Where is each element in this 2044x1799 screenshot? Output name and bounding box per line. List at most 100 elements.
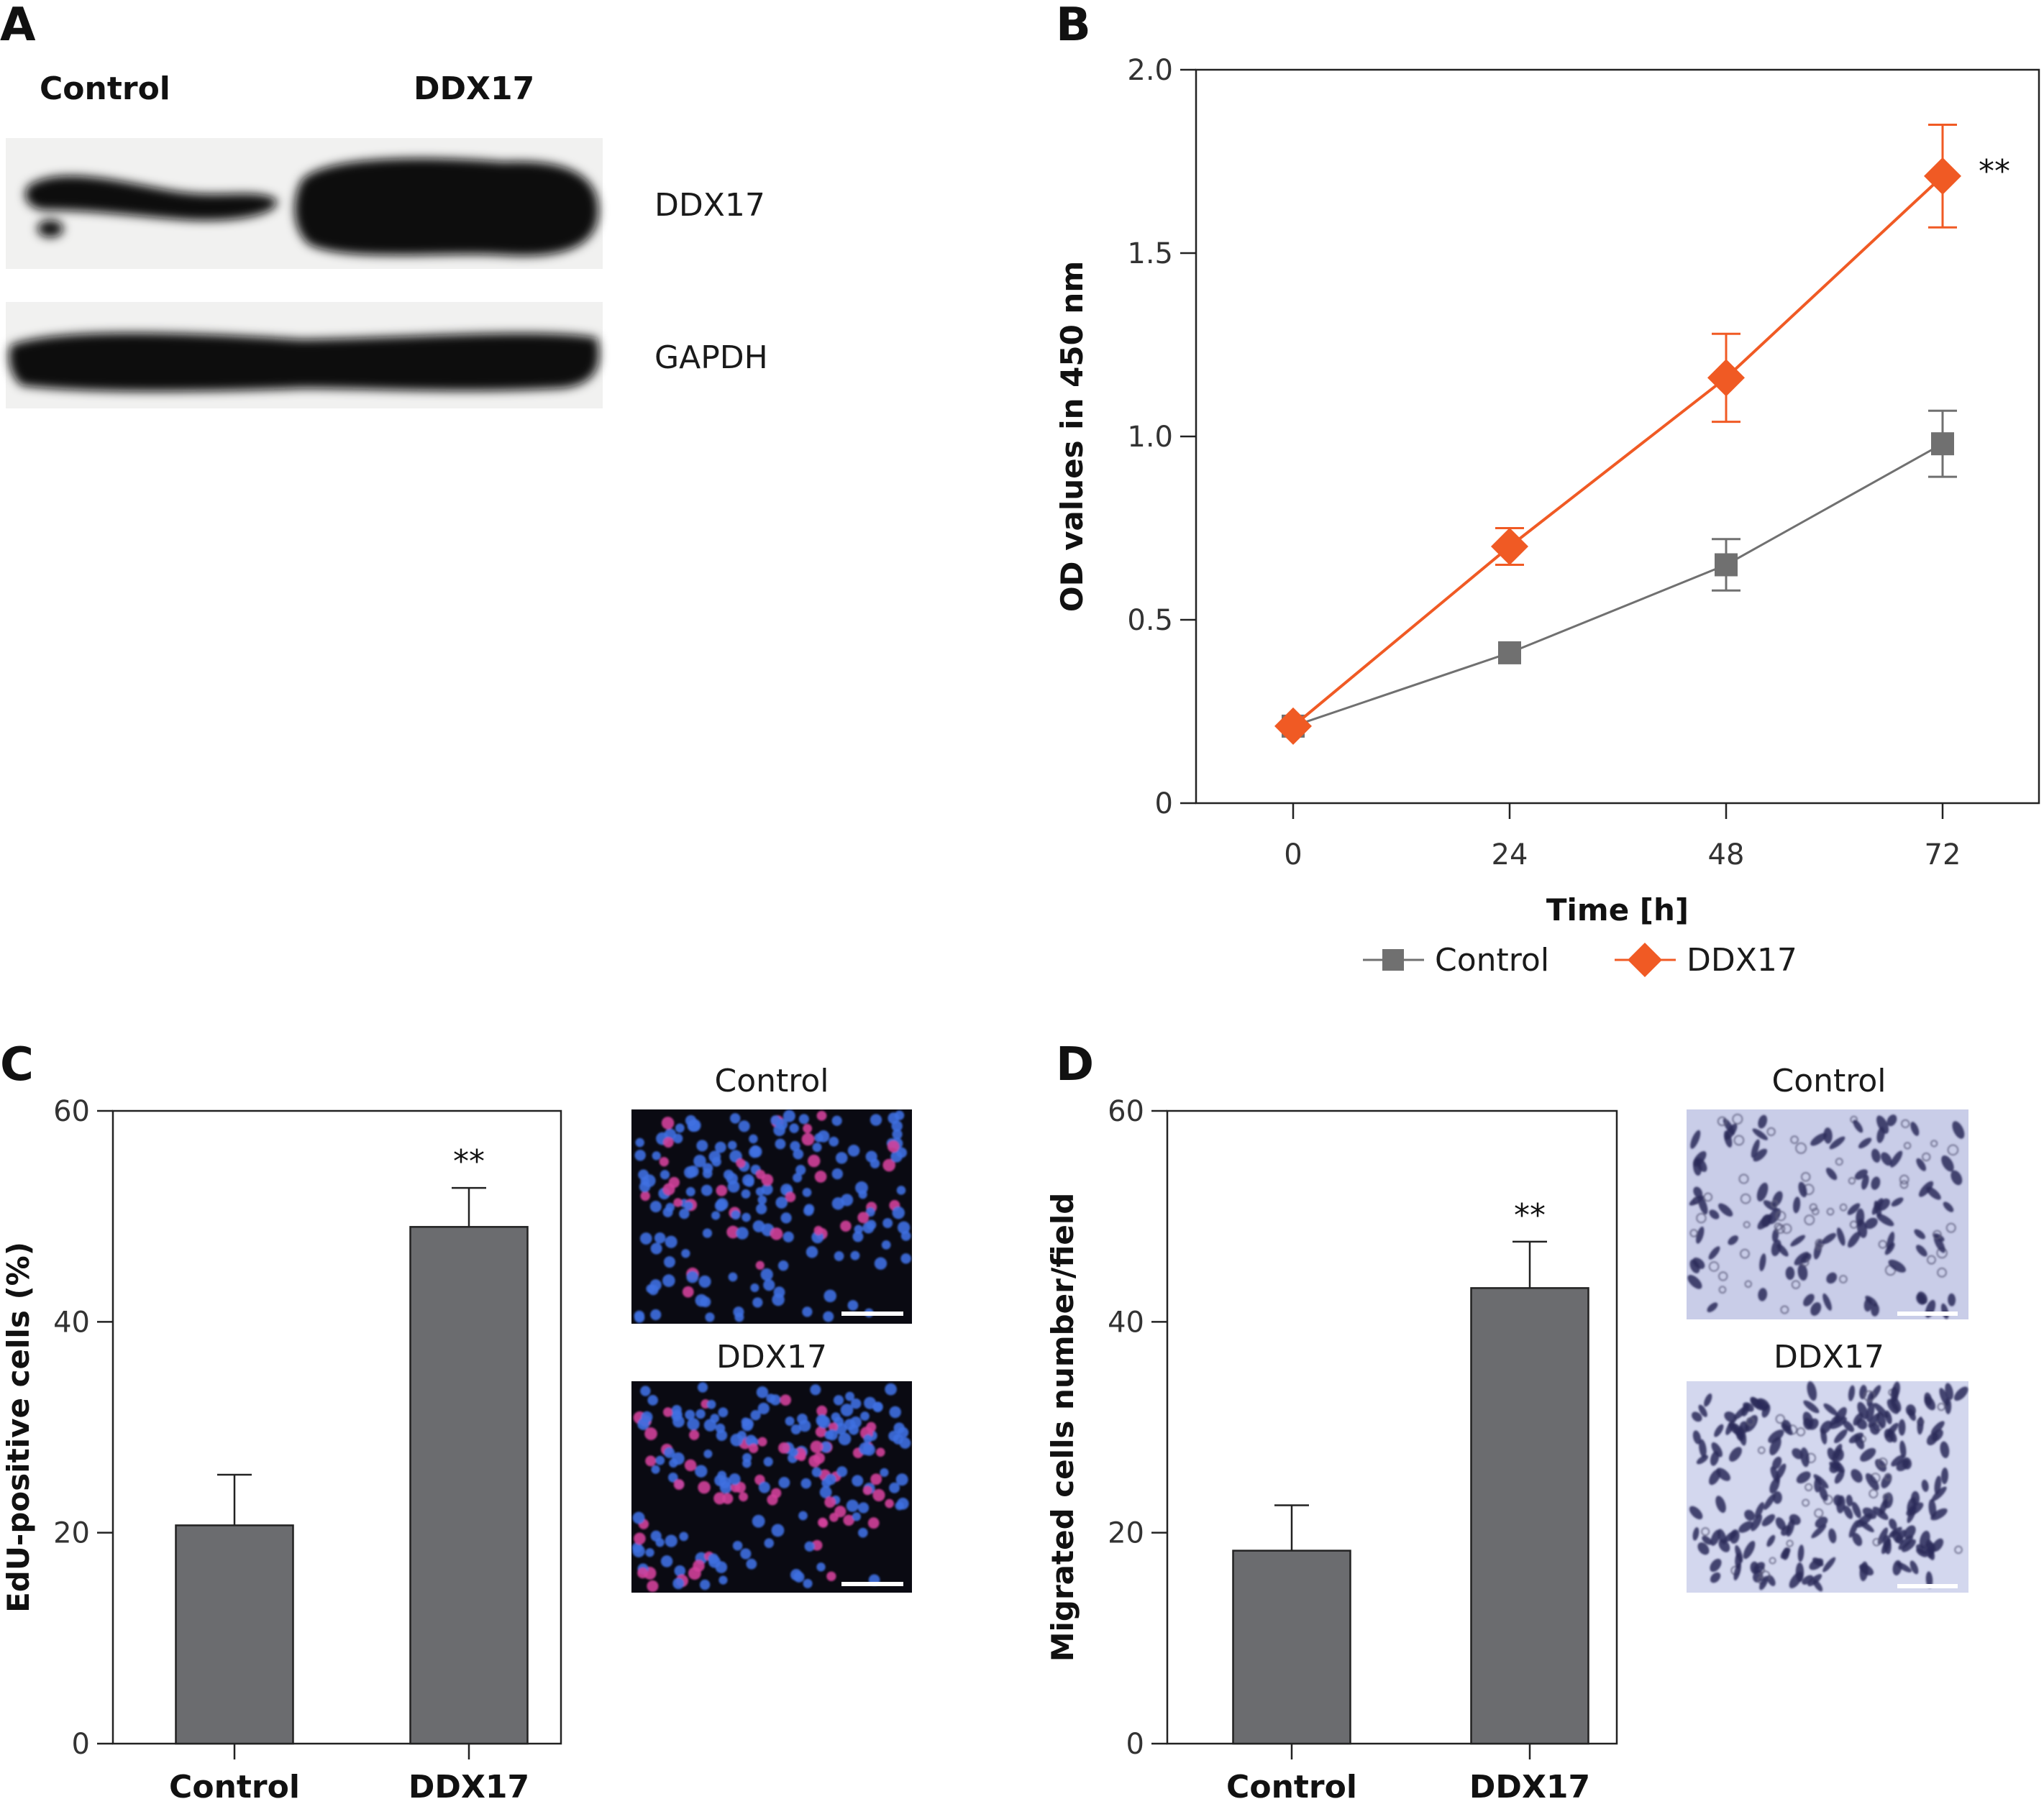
nucleus	[756, 1203, 767, 1214]
migrated-cell	[1758, 1288, 1768, 1301]
nucleus	[790, 1569, 803, 1581]
migrated-cell	[1751, 1514, 1763, 1532]
membrane-pore	[1804, 1214, 1815, 1225]
migrated-cell	[1758, 1114, 1768, 1129]
migrated-cell	[1773, 1491, 1782, 1504]
nucleus	[846, 1499, 859, 1512]
nucleus	[663, 1256, 675, 1268]
edu-positive-nucleus	[885, 1498, 894, 1509]
nucleus	[699, 1579, 711, 1590]
migrated-cell	[1848, 1231, 1861, 1248]
edu-positive-nucleus	[780, 1394, 792, 1406]
migrated-cell	[1930, 1508, 1948, 1521]
nucleus	[896, 1147, 908, 1158]
edu-positive-nucleus	[722, 1493, 734, 1504]
migrated-cell	[1729, 1529, 1740, 1544]
y-tick-label: 2.0	[1127, 54, 1173, 87]
edu-positive-nucleus	[824, 1496, 836, 1509]
nucleus	[660, 1555, 673, 1567]
migrated-cell	[1702, 1535, 1712, 1545]
migration-image-label-control: Control	[1771, 1063, 1886, 1099]
edu-positive-nucleus	[755, 1260, 765, 1270]
membrane-pore	[1802, 1498, 1810, 1507]
membrane-pore	[1933, 1230, 1942, 1240]
membrane-pore	[1872, 1538, 1881, 1547]
membrane-pore	[1718, 1271, 1728, 1281]
nucleus	[639, 1181, 651, 1193]
y-tick-label: 60	[1108, 1095, 1144, 1128]
migrated-cell	[1709, 1209, 1720, 1219]
edu-positive-nucleus	[813, 1452, 825, 1464]
plot-frame	[111, 1109, 562, 1745]
migrated-cell	[1916, 1245, 1927, 1257]
migrated-cell	[1848, 1520, 1859, 1538]
membrane-pore	[1848, 1177, 1856, 1185]
nucleus	[803, 1205, 814, 1217]
migrated-cell	[1843, 1420, 1855, 1432]
edu-positive-nucleus	[818, 1517, 828, 1528]
nucleus	[778, 1477, 790, 1488]
migrated-cell	[1899, 1440, 1907, 1458]
nucleus	[880, 1468, 889, 1478]
migrated-cell	[1834, 1429, 1848, 1444]
edu-positive-nucleus	[634, 1532, 646, 1545]
migrated-cell	[1753, 1562, 1765, 1574]
migrated-cell	[1834, 1470, 1845, 1484]
membrane-pore	[1774, 1222, 1782, 1231]
edu-positive-nucleus	[749, 1443, 759, 1453]
nucleus	[639, 1232, 652, 1245]
nucleus	[764, 1538, 775, 1548]
migrated-cell	[1753, 1148, 1768, 1162]
nucleus	[683, 1166, 696, 1178]
plot-frame	[1166, 1109, 1618, 1745]
significance-marker: **	[1979, 153, 2010, 190]
migrated-cell	[1795, 1562, 1805, 1583]
edu-positive-nucleus	[816, 1405, 828, 1416]
nucleus	[703, 1450, 713, 1459]
nucleus	[834, 1251, 844, 1261]
nucleus	[727, 1180, 740, 1193]
nucleus	[718, 1575, 728, 1585]
nucleus	[793, 1148, 804, 1160]
nucleus	[717, 1470, 727, 1480]
nucleus	[806, 1246, 818, 1258]
nucleus	[870, 1114, 882, 1126]
edu-positive-nucleus	[808, 1154, 821, 1168]
migrated-cell	[1931, 1486, 1947, 1501]
migrated-cell	[1886, 1114, 1897, 1127]
nucleus	[900, 1230, 911, 1241]
nucleus	[710, 1414, 720, 1423]
nucleus	[850, 1398, 862, 1409]
nucleus	[757, 1195, 767, 1205]
nucleus	[716, 1198, 729, 1211]
data-point-diamond	[1924, 157, 1961, 195]
membrane-pore	[1703, 1192, 1712, 1202]
data-point-diamond	[1707, 359, 1745, 397]
membrane-pore	[1796, 1427, 1805, 1437]
migrated-cell	[1888, 1259, 1907, 1273]
nucleus	[885, 1383, 897, 1396]
migrated-cell	[1915, 1544, 1927, 1555]
migrated-cell	[1898, 1419, 1906, 1436]
migrated-cell	[1790, 1235, 1806, 1247]
migrated-cell	[1924, 1396, 1936, 1411]
edu-positive-nucleus	[662, 1407, 673, 1417]
nucleus	[823, 1311, 834, 1322]
migrated-cell	[1933, 1235, 1945, 1253]
migrated-cell	[1934, 1475, 1942, 1495]
scale-bar	[1897, 1584, 1958, 1588]
migrated-cell	[1744, 1509, 1756, 1521]
nucleus	[770, 1115, 781, 1126]
migrated-cell	[1898, 1535, 1914, 1550]
membrane-pore	[1809, 1203, 1817, 1212]
nucleus	[866, 1219, 877, 1230]
migrated-cell	[1858, 1519, 1874, 1533]
band-ddx17-control	[25, 175, 278, 221]
nucleus	[850, 1250, 860, 1260]
scale-bar	[841, 1312, 903, 1316]
migrated-cell	[1692, 1430, 1702, 1445]
y-tick-label: 60	[53, 1095, 90, 1128]
migrated-cell	[1914, 1229, 1925, 1240]
migrated-cell	[1687, 1275, 1702, 1289]
bar-chart-migration: 0 20 40 60 Migrated cells number/field Contro…	[1045, 1095, 1618, 1799]
